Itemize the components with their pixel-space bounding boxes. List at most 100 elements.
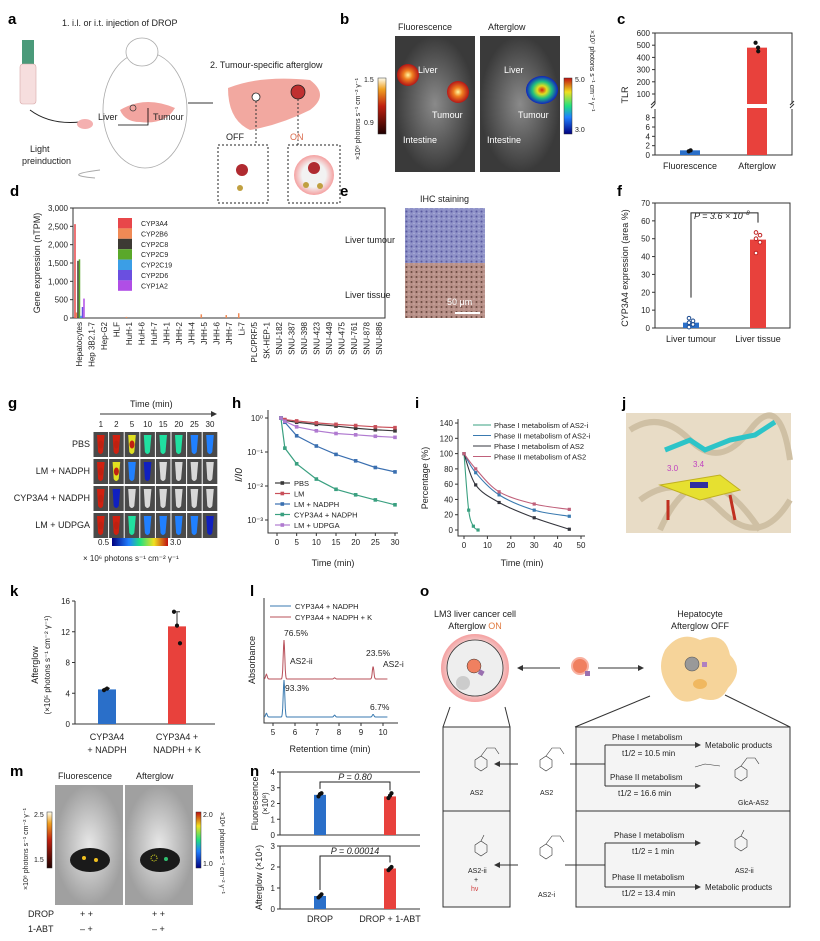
m-colorbar-right [196, 812, 201, 868]
i-legend-label: Phase II metabolism of AS2 [494, 453, 586, 462]
g-tube-hotspot [114, 522, 119, 530]
i-marker [568, 528, 571, 531]
afterglow-image [480, 36, 560, 172]
i-marker [533, 502, 536, 505]
b-title-afterglow: Afterglow [488, 22, 526, 32]
f-point [754, 237, 758, 241]
l-legend-label: CYP3A4 + NADPH [295, 602, 359, 611]
m-row2-signs-f: – + [80, 924, 93, 934]
i-x-tick-label: 50 [577, 541, 586, 550]
panel-label-c: c [617, 11, 625, 28]
i-y-tick-label: 120 [440, 434, 454, 443]
n-y-0-tick-label: 2 [271, 800, 276, 809]
b-tumour-label-1: Tumour [432, 110, 463, 120]
f-point [687, 325, 691, 329]
o-bottom-phase2-t: t1/2 = 13.4 min [622, 889, 675, 898]
h-marker [393, 436, 397, 440]
panel-o: o LM3 liver cancer cell Afterglow ON Hep… [420, 583, 790, 907]
chart-f: 0 10 20 30 40 50 60 70 CYP3A4 expression (area %… [620, 199, 790, 344]
o-top-phase1-t: t1/2 = 10.5 min [622, 749, 675, 758]
d-legend-label: CYP2C19 [141, 263, 172, 270]
ihc-tissue-image [405, 263, 485, 318]
hepatocyte-illustration [661, 637, 737, 702]
b-cb-right-unit: ×10⁷ photons s⁻¹ cm⁻² γ⁻¹ [588, 30, 595, 112]
d-x-label: PLC/PRF/5 [250, 321, 259, 362]
d-x-label: SNU-761 [350, 321, 359, 354]
m-row1-signs-f: + + [80, 909, 93, 919]
i-marker [533, 516, 536, 519]
i-ylabel: Percentage (%) [420, 447, 430, 510]
l-x-tick-label: 10 [379, 728, 388, 737]
k-bar-1 [168, 626, 186, 724]
n-ylabel: Afterglow (×10⁴) [254, 845, 264, 910]
c-y-lower-tick-label: 8 [646, 114, 651, 123]
o-top-center-molecule: AS2 [540, 790, 553, 797]
h-marker [334, 423, 338, 427]
h-legend-marker [281, 492, 285, 496]
off-label: OFF [226, 132, 244, 142]
d-y-tick-label: 500 [55, 296, 69, 305]
d-y-tick-label: 3,000 [48, 204, 69, 213]
panel-j: j 3.0 3.4 [621, 395, 791, 533]
n-y-0-tick-label: 0 [271, 831, 276, 840]
panel-e: e IHC staining Liver tumour Liver tissue… [340, 183, 485, 318]
k-y-tick-label: 0 [66, 720, 71, 729]
l-x-tick-label: 6 [293, 728, 298, 737]
k-bar-0 [98, 689, 116, 724]
h-x-tick-label: 10 [312, 538, 321, 547]
panel-label-k: k [10, 583, 19, 600]
d-bar-CYP2B6 [226, 315, 228, 318]
o-bottom-center-molecule: AS2-i [538, 892, 556, 899]
i-marker [467, 509, 470, 512]
g-row-label: PBS [72, 439, 90, 449]
f-point [754, 251, 758, 255]
tumour-label: Tumour [153, 112, 184, 122]
h-marker [393, 470, 397, 474]
m-row1-label: DROP [28, 909, 54, 919]
k-x-label: + NADPH [87, 745, 126, 755]
d-legend-swatch [118, 239, 132, 249]
d-y-tick-label: 1,000 [48, 277, 69, 286]
i-marker [474, 471, 477, 474]
c-axes [655, 33, 792, 155]
h-marker [279, 416, 283, 420]
d-y-tick-label: 2,500 [48, 222, 69, 231]
i-y-tick-label: 40 [444, 495, 453, 504]
m-cb-right-unit: ×10⁴ photons s⁻¹ cm⁻² γ⁻¹ [218, 812, 225, 895]
i-x-tick-label: 10 [483, 541, 492, 550]
k-point [178, 641, 182, 645]
i-curve-0 [464, 454, 478, 530]
d-x-label: JHH-2 [175, 321, 184, 344]
o-bottom-phase1: Phase I metabolism [614, 831, 685, 840]
d-legend-swatch [118, 270, 132, 280]
n-point [320, 791, 324, 795]
o-bottom-phase1-product: AS2-ii [735, 868, 754, 875]
b-liver-label-1: Liver [418, 65, 438, 75]
h-x-tick-label: 15 [332, 538, 341, 547]
i-marker [498, 490, 501, 493]
n-point [390, 865, 394, 869]
h-legend-label: CYP3A4 + NADPH [294, 511, 358, 520]
h-legend-marker [281, 523, 285, 527]
d-bar-CYP2B6 [201, 314, 203, 318]
g-row-label: LM + NADPH [36, 466, 90, 476]
light-label-1: Light [30, 144, 50, 154]
c-x-label: Afterglow [738, 161, 776, 171]
n-point [390, 791, 394, 795]
distance-label-1: 3.0 [667, 464, 679, 473]
c-y-lower-tick-label: 2 [646, 142, 651, 151]
h-y-tick-label: 10⁻³ [247, 516, 263, 525]
o-bottom-left-plus: + [474, 877, 478, 884]
k-y-tick-label: 16 [61, 597, 70, 606]
panel-label-i: i [415, 395, 419, 412]
n-x-label: DROP + 1-ABT [359, 914, 421, 924]
k-x-label: CYP3A4 [90, 732, 125, 742]
f-y-tick-label: 40 [641, 253, 650, 262]
d-bar-CYP1A2 [83, 299, 85, 318]
f-y-tick-label: 60 [641, 217, 650, 226]
b-cb-left-min: 0.9 [364, 120, 374, 127]
mouse-illustration [79, 38, 187, 178]
n-y-1-tick-label: 3 [271, 842, 276, 851]
c-point [756, 50, 760, 54]
